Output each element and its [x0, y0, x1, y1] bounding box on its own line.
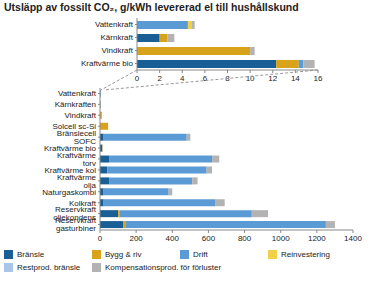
svg-text:Vindkraft: Vindkraft	[65, 111, 97, 120]
svg-text:1400: 1400	[344, 234, 362, 243]
svg-text:Kärnkraft: Kärnkraft	[101, 33, 134, 42]
svg-text:Kraftvärme bio: Kraftvärme bio	[81, 59, 134, 68]
svg-text:12: 12	[268, 74, 277, 83]
svg-text:Reservkraftgasturbiner: Reservkraftgasturbiner	[55, 216, 97, 233]
svg-text:600: 600	[202, 234, 216, 243]
svg-text:Vindkraft: Vindkraft	[102, 46, 134, 55]
svg-text:16: 16	[314, 74, 323, 83]
svg-text:1000: 1000	[272, 234, 290, 243]
svg-text:14: 14	[291, 74, 300, 83]
svg-text:Naturgaskombi: Naturgaskombi	[42, 188, 96, 197]
svg-text:Vattenkraft: Vattenkraft	[95, 20, 134, 29]
svg-text:1200: 1200	[308, 234, 326, 243]
svg-text:10: 10	[246, 74, 255, 83]
svg-text:400: 400	[166, 234, 180, 243]
svg-text:0: 0	[135, 74, 140, 83]
svg-text:800: 800	[238, 234, 252, 243]
svg-text:4: 4	[180, 74, 185, 83]
svg-text:2: 2	[157, 74, 162, 83]
svg-text:6: 6	[203, 74, 208, 83]
svg-text:Vattenkraft: Vattenkraft	[58, 89, 97, 98]
svg-text:Kärnkraften: Kärnkraften	[55, 100, 96, 109]
svg-text:200: 200	[129, 234, 143, 243]
svg-text:0: 0	[98, 234, 103, 243]
